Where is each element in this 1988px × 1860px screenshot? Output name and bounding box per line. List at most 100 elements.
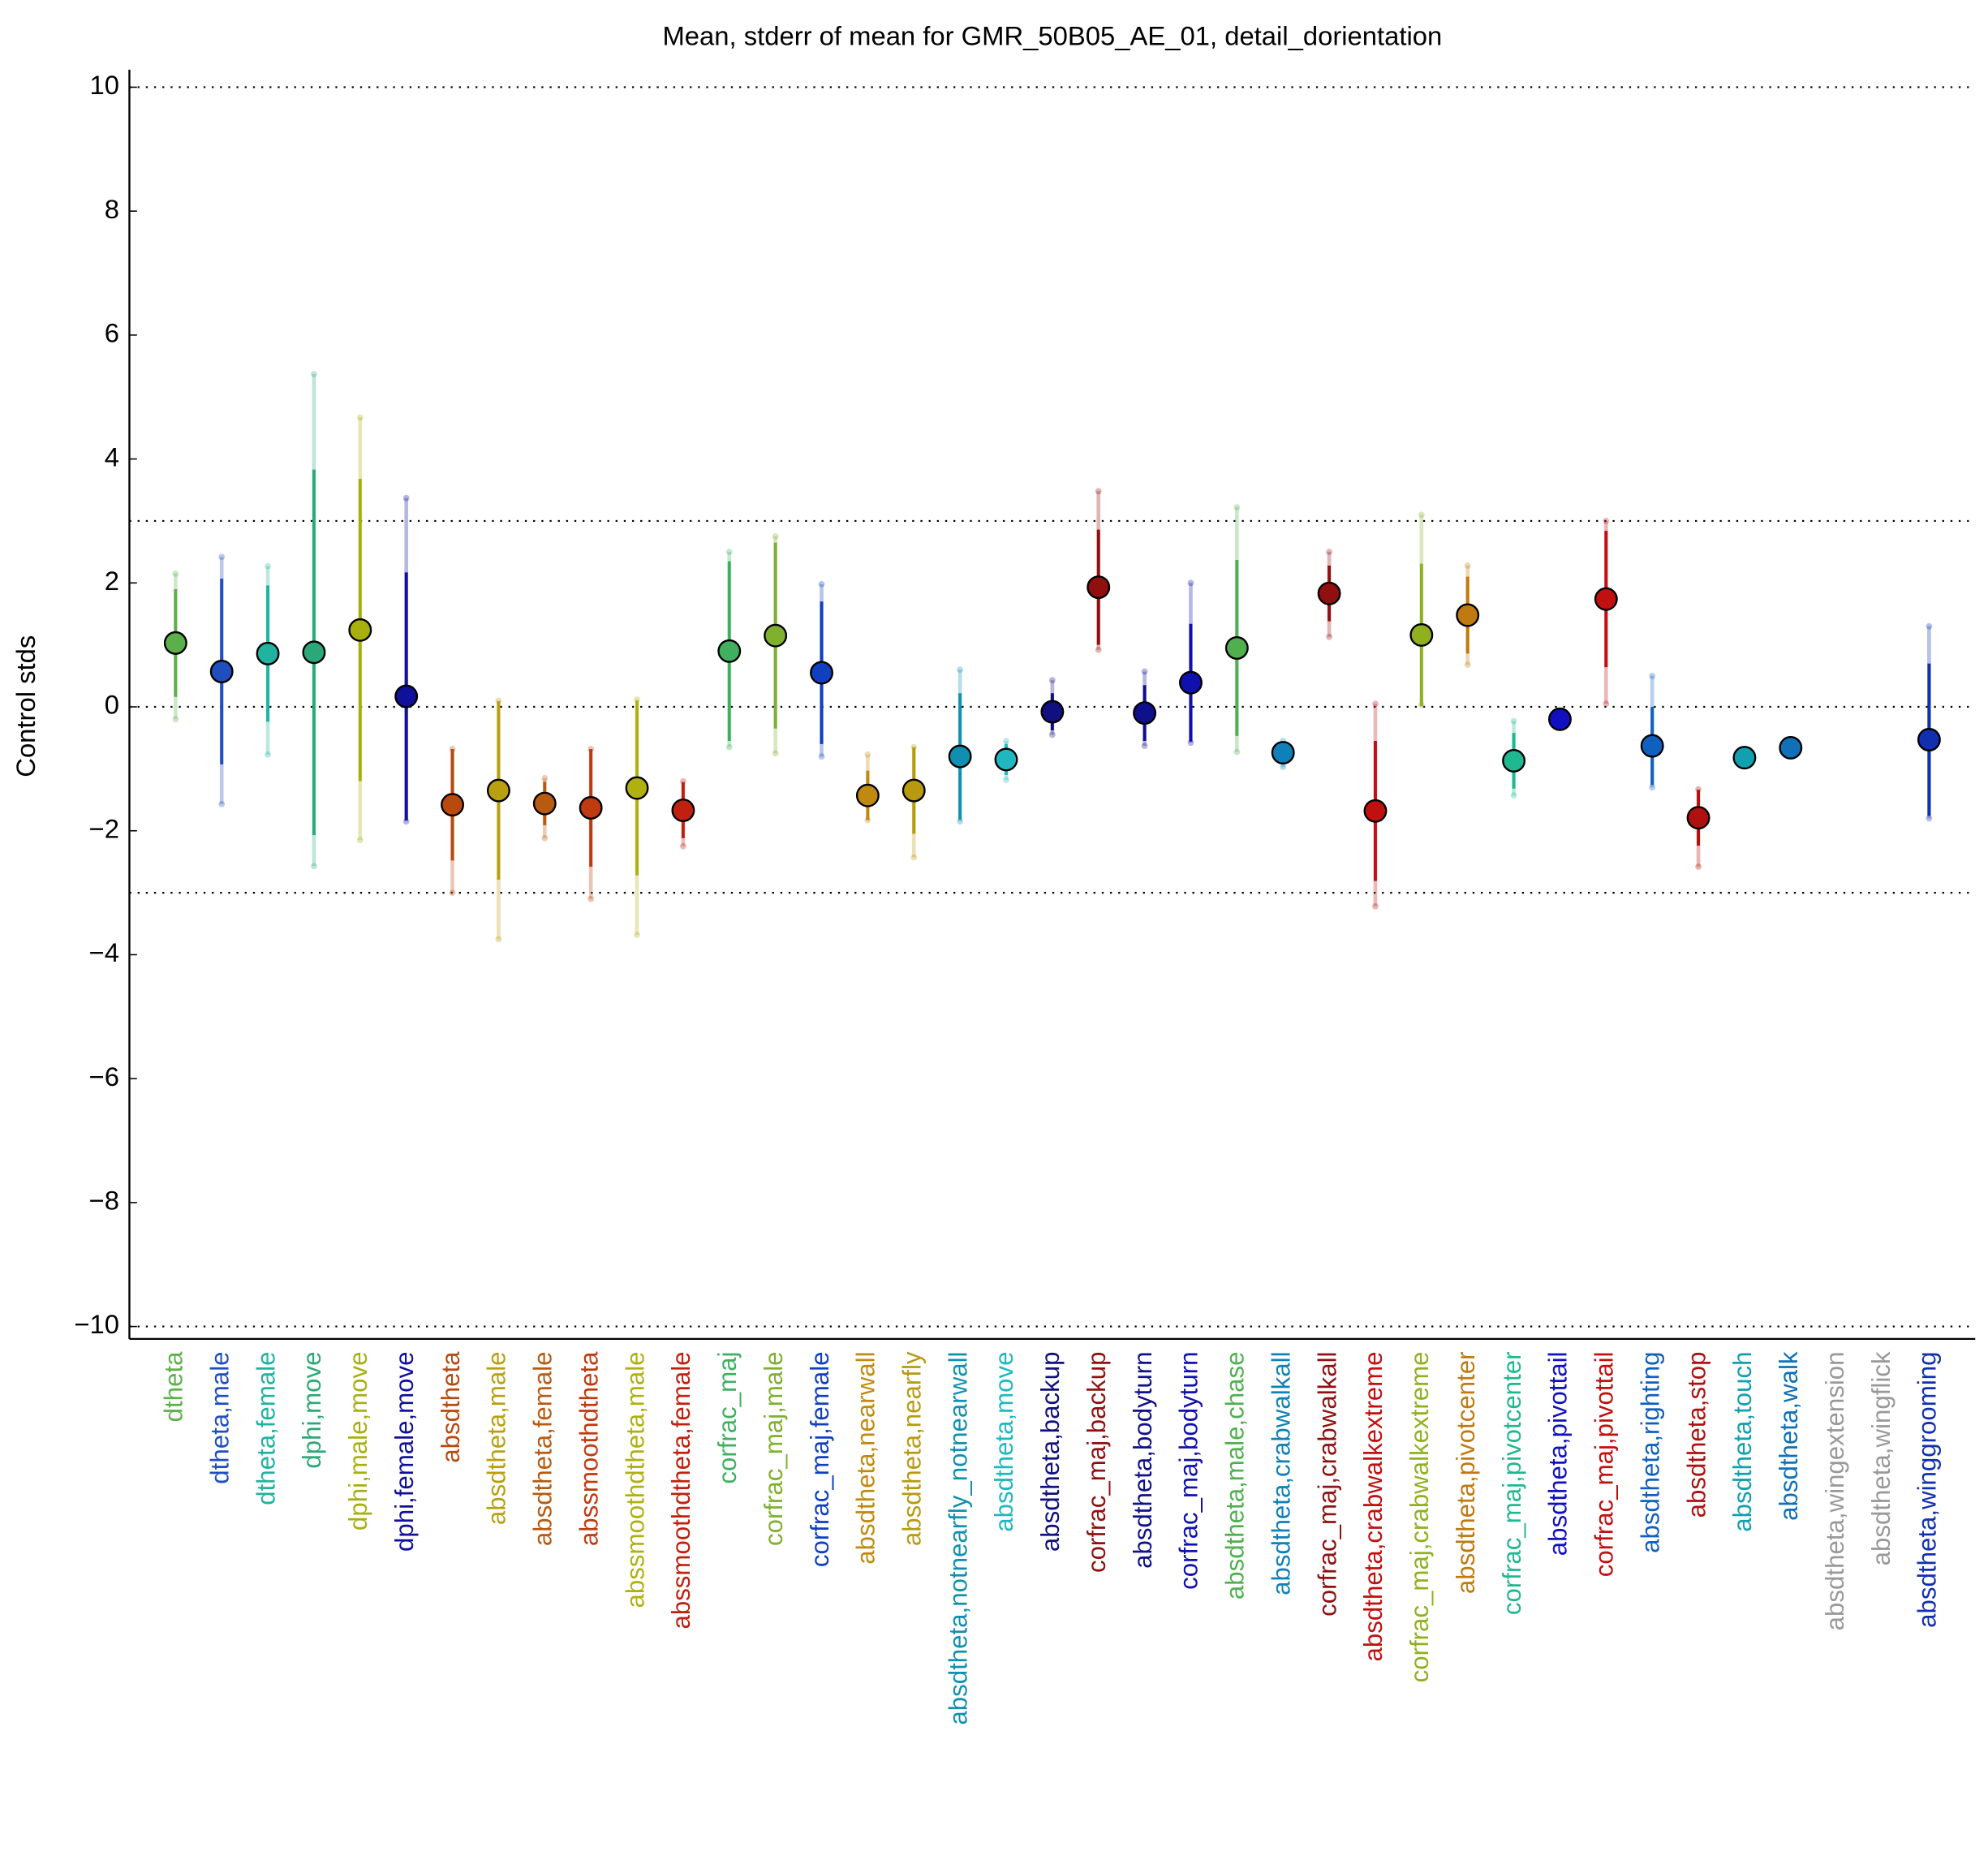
range-end <box>1141 668 1148 675</box>
mean-marker <box>1133 701 1157 725</box>
mean-marker <box>1732 746 1757 770</box>
x-tick-label: dphi,move <box>298 1351 326 1468</box>
x-tick-label: absdtheta,nearwall <box>852 1351 880 1564</box>
mean-marker <box>994 747 1018 772</box>
range-end <box>1510 717 1517 725</box>
x-tick-label: dtheta,male <box>205 1351 234 1483</box>
x-tick-label: corfrac_maj <box>713 1351 742 1483</box>
mean-marker <box>209 660 234 683</box>
range-end <box>218 553 226 561</box>
range-end <box>311 371 317 377</box>
mean-marker <box>163 631 187 655</box>
mean-marker <box>810 661 833 685</box>
x-tick-label: corfrac_maj,backup <box>1082 1351 1111 1573</box>
mean-marker <box>256 641 280 665</box>
mean-marker <box>348 618 372 642</box>
x-tick-label: corfrac_maj,male <box>759 1351 788 1546</box>
x-tick-label: absdtheta,male,chase <box>1221 1351 1250 1600</box>
mean-marker <box>1594 587 1618 611</box>
mean-marker <box>302 640 326 665</box>
range-end <box>1187 579 1194 587</box>
range-end <box>1326 633 1332 640</box>
x-tick-label: absdtheta,wingextension <box>1821 1351 1849 1630</box>
x-tick-label: absdtheta,backup <box>1036 1351 1065 1552</box>
range-end <box>634 932 640 938</box>
mean-marker <box>625 776 649 800</box>
x-tick-label: absdtheta,crabwalkextreme <box>1359 1351 1388 1661</box>
x-tick-label: absdtheta,nearfly <box>898 1351 927 1546</box>
range-end <box>1603 700 1610 708</box>
y-tick-label: −10 <box>74 1309 119 1339</box>
x-tick-label: abssmoothdtheta,male <box>621 1351 649 1608</box>
mean-marker <box>1640 734 1664 758</box>
mean-marker <box>1224 636 1249 660</box>
y-tick-label: 0 <box>105 690 119 720</box>
range-end <box>587 895 595 902</box>
mean-marker <box>948 744 972 769</box>
range-end <box>1048 677 1056 684</box>
x-tick-label: dtheta <box>160 1351 188 1422</box>
range-end <box>1695 863 1702 870</box>
range-end <box>172 570 179 577</box>
range-end <box>910 854 918 861</box>
range-end <box>1233 748 1241 756</box>
range-end <box>1280 764 1287 770</box>
mean-marker <box>532 791 557 816</box>
mean-marker <box>1409 622 1434 647</box>
range-end <box>449 889 456 896</box>
range-end <box>818 753 825 760</box>
range-end <box>1326 549 1332 556</box>
y-tick-label: 10 <box>89 70 118 100</box>
mean-marker <box>1456 603 1480 627</box>
range-end <box>1464 661 1471 669</box>
mean-marker <box>1686 806 1710 830</box>
x-tick-label: absdtheta,female <box>529 1351 557 1546</box>
x-tick-label: absdtheta <box>437 1351 465 1463</box>
x-tick-label: absdtheta,winggrooming <box>1913 1351 1942 1627</box>
mean-marker <box>855 783 880 807</box>
range-end <box>1003 777 1009 784</box>
range-end <box>772 750 779 757</box>
y-tick-label: 4 <box>105 441 119 471</box>
mean-marker <box>1040 700 1065 724</box>
y-tick-label: −8 <box>89 1186 119 1216</box>
y-tick-label: −2 <box>89 813 119 843</box>
x-tick-label: absdtheta,move <box>990 1351 1018 1531</box>
x-tick-label: absdtheta,walk <box>1775 1351 1803 1521</box>
x-tick-label: absdtheta,male <box>483 1351 511 1525</box>
mean-marker <box>441 793 465 817</box>
range-end <box>1603 518 1610 524</box>
mean-marker <box>1363 799 1388 823</box>
range-end <box>172 716 179 723</box>
x-tick-label: absdtheta,bodyturn <box>1129 1351 1157 1568</box>
range-end <box>1095 488 1102 495</box>
mean-marker <box>1317 581 1341 605</box>
x-tick-label: corfrac_maj,crabwalkall <box>1313 1351 1341 1616</box>
mean-marker <box>1547 707 1572 731</box>
mean-marker <box>1502 749 1526 773</box>
x-tick-label: dphi,female,move <box>390 1351 419 1552</box>
x-tick-label: abssmoothdtheta,female <box>667 1351 695 1629</box>
range-end <box>1926 622 1933 630</box>
mean-marker <box>1179 670 1203 695</box>
range-end <box>1141 743 1148 750</box>
mean-marker <box>579 796 603 820</box>
range-end <box>1095 646 1102 653</box>
x-tick-label: corfrac_maj,female <box>806 1351 834 1567</box>
mean-marker <box>901 778 926 803</box>
x-tick-label: absdtheta,righting <box>1636 1351 1664 1552</box>
x-tick-label: absdtheta,pivotcenter <box>1452 1351 1480 1594</box>
range-end <box>864 751 871 758</box>
range-end <box>725 549 733 556</box>
x-tick-label: dtheta,female <box>252 1351 280 1505</box>
range-end <box>265 751 271 758</box>
mean-marker <box>1917 728 1941 751</box>
range-end <box>1510 792 1517 799</box>
range-end <box>1649 672 1656 679</box>
range-end <box>1372 902 1379 910</box>
x-tick-label: dphi,male,move <box>344 1351 372 1531</box>
mean-marker <box>671 799 695 822</box>
x-tick-label: abssmoothdtheta <box>574 1351 603 1546</box>
range-end <box>1003 738 1009 744</box>
